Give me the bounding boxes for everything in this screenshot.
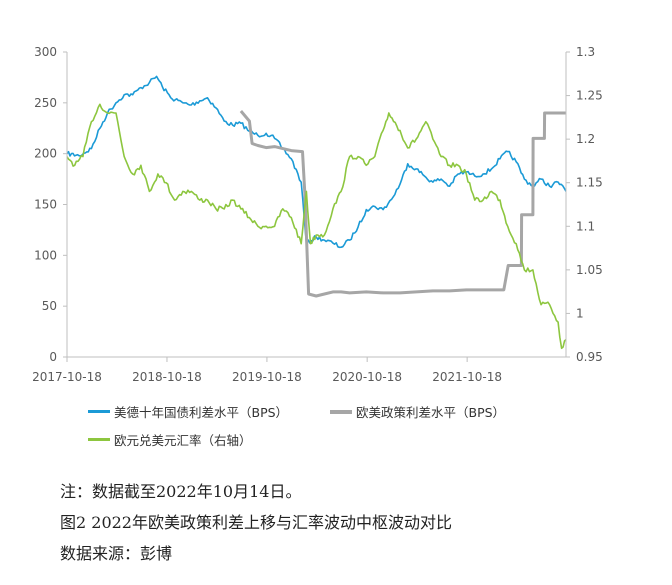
legend-label-us-de-10y-spread: 美德十年国债利差水平（BPS） xyxy=(114,405,289,420)
x-axis-tick-label: 2018-10-18 xyxy=(132,370,202,384)
right-axis-tick-label: 1.15 xyxy=(576,176,603,190)
series-line-us-de-10y-spread xyxy=(66,75,567,249)
right-axis-tick-label: 1.1 xyxy=(576,219,595,233)
left-axis-tick-label: 100 xyxy=(34,248,57,262)
series-line-eu-us-policy-spread xyxy=(239,110,566,298)
legend-swatch-eurusd xyxy=(88,438,110,441)
right-axis-tick-label: 1.25 xyxy=(576,89,603,103)
x-axis-tick-label: 2019-10-18 xyxy=(232,370,302,384)
series-line-eurusd xyxy=(66,103,567,350)
figure-title: 图2 2022年欧美政策利差上移与汇率波动中枢波动对比 xyxy=(60,513,452,532)
legend-swatch-us-de-10y-spread xyxy=(88,410,110,413)
right-axis-tick-label: 1 xyxy=(576,306,584,320)
x-axis-tick-label: 2020-10-18 xyxy=(332,370,402,384)
x-axis-tick-label: 2017-10-18 xyxy=(32,370,102,384)
left-axis-tick-label: 0 xyxy=(49,350,57,364)
chart: 0 50 100 150 200 250 300 0.95 1 1.05 1.1 1.15 1.2 1.2… xyxy=(32,45,603,384)
chart-note: 注：数据截至2022年10月14日。 xyxy=(60,482,302,501)
x-axis-tick-label: 2021-10-18 xyxy=(432,370,502,384)
legend-label-eurusd: 欧元兑美元汇率（右轴） xyxy=(114,433,252,448)
legend-swatch-eu-us-policy-spread xyxy=(330,409,352,414)
left-axis-tick-label: 200 xyxy=(34,147,57,161)
left-axis-tick-label: 250 xyxy=(34,96,57,110)
data-source: 数据来源：彭博 xyxy=(60,544,173,563)
right-axis-tick-label: 0.95 xyxy=(576,350,603,364)
right-axis-tick-label: 1.05 xyxy=(576,263,603,277)
right-axis-tick-label: 1.2 xyxy=(576,132,595,146)
left-axis-tick-label: 50 xyxy=(42,299,57,313)
legend-item-us-de-10y-spread: 美德十年国债利差水平（BPS） xyxy=(88,402,288,421)
left-axis-tick-label: 150 xyxy=(34,198,57,212)
legend-label-eu-us-policy-spread: 欧美政策利差水平（BPS） xyxy=(356,405,506,420)
legend-item-eu-us-policy-spread: 欧美政策利差水平（BPS） xyxy=(330,402,505,421)
legend-item-eurusd: 欧元兑美元汇率（右轴） xyxy=(88,430,252,449)
right-axis-tick-label: 1.3 xyxy=(576,45,595,59)
left-axis-tick-label: 300 xyxy=(34,45,57,59)
